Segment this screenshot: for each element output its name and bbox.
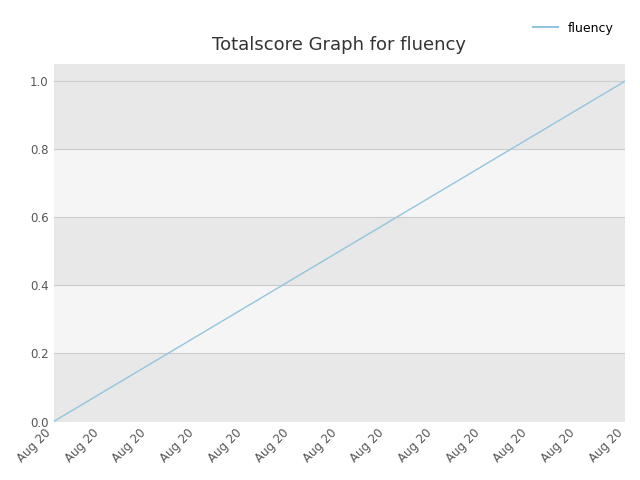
- Bar: [54, 217, 625, 286]
- Title: Totalscore Graph for fluency: Totalscore Graph for fluency: [212, 36, 467, 54]
- Bar: [54, 286, 625, 353]
- Legend: fluency: fluency: [528, 17, 619, 40]
- Bar: [54, 149, 625, 217]
- Bar: [54, 353, 625, 421]
- Bar: [54, 81, 625, 149]
- Bar: [54, 64, 625, 81]
